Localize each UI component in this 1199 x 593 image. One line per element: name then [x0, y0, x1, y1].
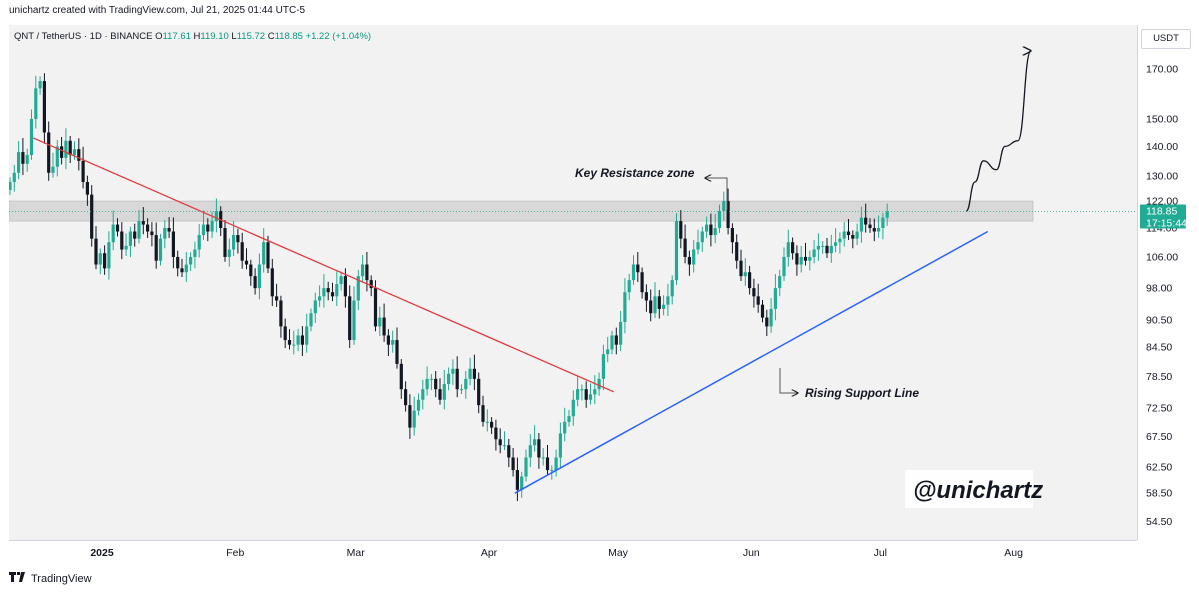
currency-button[interactable]: USDT — [1141, 29, 1191, 49]
symbol-legend: QNT / TetherUS · 1D · BINANCE O117.61 H1… — [14, 31, 371, 42]
high-label: H — [193, 31, 201, 42]
open-value: 117.61 — [162, 31, 191, 42]
close-value: 118.85 — [274, 31, 303, 42]
low-label: L — [231, 31, 237, 42]
symbol-info[interactable]: QNT / TetherUS · 1D · BINANCE — [14, 31, 153, 42]
chart-attribution: unichartz created with TradingView.com, … — [9, 5, 306, 16]
open-label: O — [155, 31, 163, 42]
close-label: C — [267, 31, 275, 42]
low-value: 115.72 — [236, 31, 266, 42]
price-scale[interactable] — [1137, 25, 1199, 540]
tradingview-logo-icon — [9, 572, 27, 585]
chart-pane[interactable]: QNT / TetherUS · 1D · BINANCE O117.61 H1… — [9, 25, 1137, 540]
high-value: 119.10 — [200, 31, 229, 42]
tradingview-brand: TradingView — [31, 572, 92, 585]
change-value: +1.22 (+1.04%) — [305, 31, 372, 42]
tradingview-logo[interactable]: TradingView — [9, 572, 92, 585]
time-axis[interactable] — [9, 540, 1137, 569]
